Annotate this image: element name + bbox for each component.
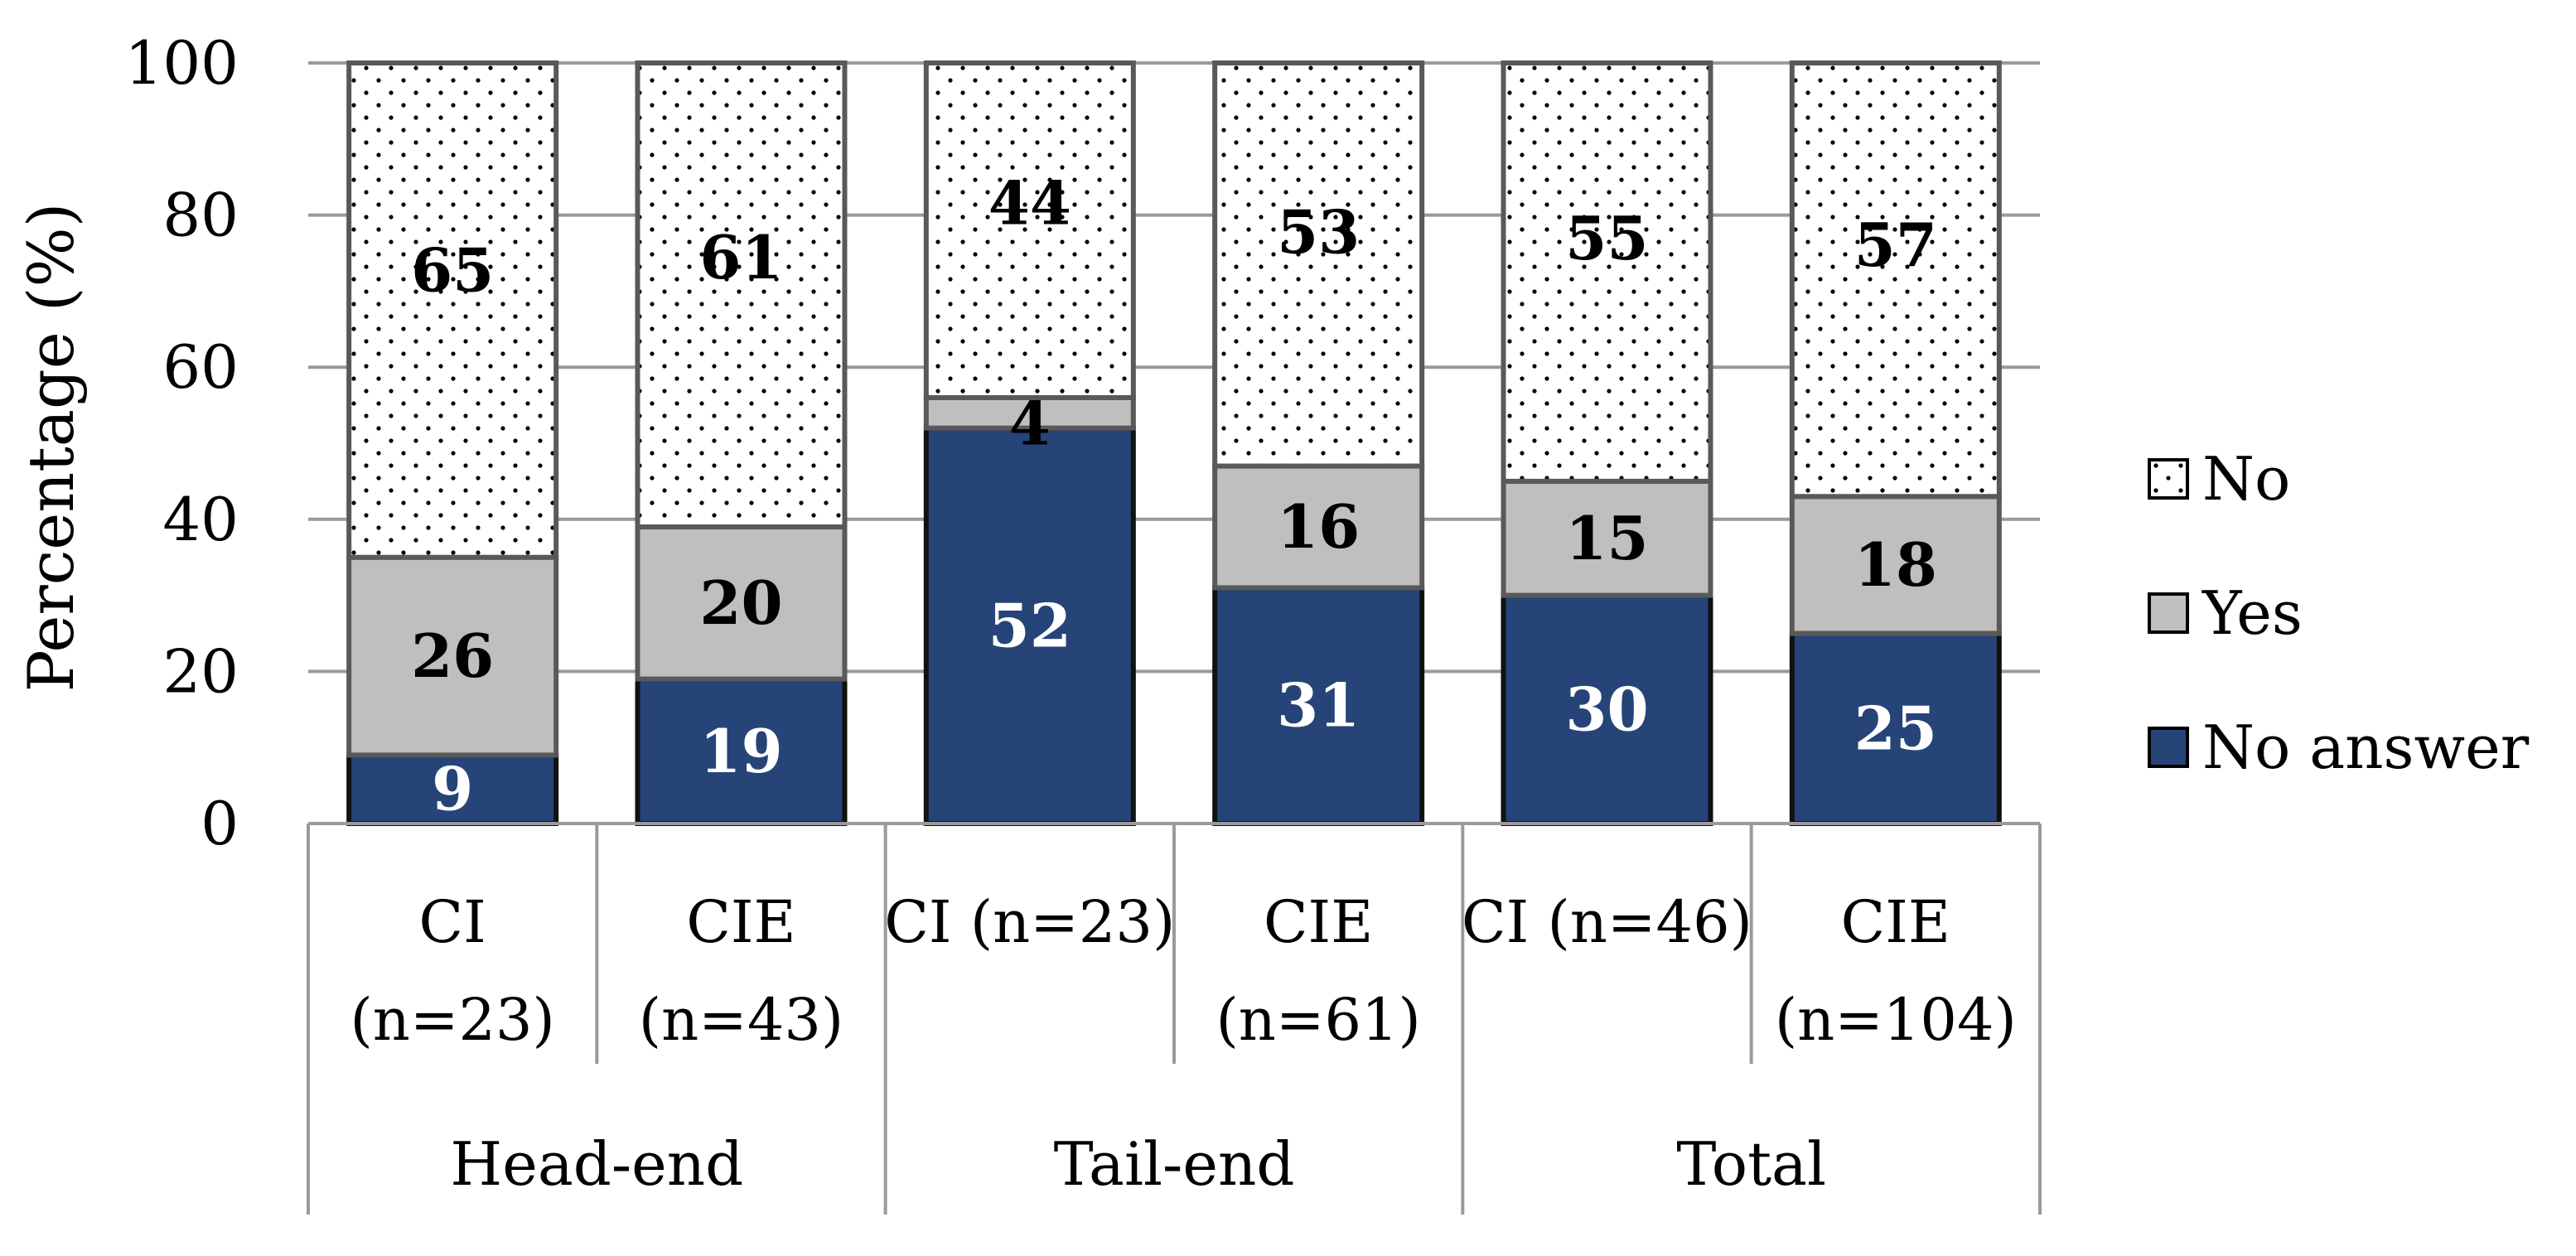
data-label: 57 — [1854, 210, 1937, 280]
bars — [346, 60, 2002, 827]
legend-swatch-no-answer — [2148, 727, 2189, 768]
group-label: Total — [1676, 1129, 1826, 1199]
data-label: 15 — [1565, 503, 1648, 573]
x-tick-label: (n=61) — [1216, 986, 1420, 1054]
x-tick-label: (n=43) — [639, 986, 843, 1054]
data-label: 16 — [1277, 491, 1360, 562]
x-tick-label: (n=23) — [350, 986, 554, 1054]
y-tick-label: 100 — [125, 28, 239, 98]
y-tick-label: 80 — [162, 181, 239, 250]
bar-yes — [1789, 494, 2002, 636]
data-label: 52 — [988, 590, 1071, 660]
legend-swatch-no — [2148, 458, 2189, 500]
bar-no-answer — [1789, 630, 2002, 826]
group-label: Head-end — [450, 1129, 743, 1199]
data-label: 26 — [411, 621, 494, 691]
y-tick-label: 20 — [162, 636, 239, 706]
data-label: 31 — [1277, 670, 1360, 741]
bar-no — [923, 60, 1136, 400]
data-label: 4 — [1009, 388, 1051, 458]
bar-no — [635, 60, 848, 529]
x-tick-label: CI (n=46) — [1462, 888, 1752, 956]
bar-yes — [1501, 478, 1713, 598]
y-axis: 0 20 40 60 80 100 — [125, 28, 239, 858]
bar-no — [1789, 60, 2002, 500]
data-label: 30 — [1565, 674, 1648, 744]
legend-label: No — [2202, 444, 2290, 514]
data-label: 19 — [699, 716, 782, 786]
data-label: 25 — [1854, 693, 1937, 763]
data-label: 65 — [411, 235, 494, 306]
data-label: 44 — [988, 168, 1071, 239]
bar-no — [1212, 60, 1425, 469]
group-label: Tail-end — [1054, 1129, 1295, 1199]
data-label: 61 — [699, 222, 782, 292]
data-label: 18 — [1854, 529, 1937, 600]
bar-no — [1501, 60, 1713, 484]
legend-label: Yes — [2201, 578, 2303, 648]
bar-yes — [1212, 463, 1425, 591]
bar-no-answer — [1212, 585, 1425, 826]
y-tick-label: 0 — [201, 789, 239, 858]
bar-no-answer — [346, 752, 559, 827]
y-tick-label: 60 — [162, 332, 239, 402]
x-tick-label: CIE — [1841, 888, 1950, 956]
x-axis: CI (n=23) CIE (n=43) CI (n=23) CIE (n=61) CI (n… — [307, 822, 2042, 1215]
x-tick-label: CI (n=23) — [884, 888, 1175, 956]
x-tick-label: CIE — [1264, 888, 1373, 956]
legend: No Yes No answer — [2148, 444, 2530, 782]
bar-no — [346, 60, 559, 560]
data-label: 20 — [699, 568, 782, 638]
legend-label: No answer — [2202, 713, 2530, 782]
data-label: 55 — [1565, 203, 1648, 273]
x-tick-label: CI — [419, 888, 486, 956]
grid-lines — [308, 61, 2040, 674]
legend-swatch-yes — [2148, 592, 2189, 634]
y-axis-title: Percentage (%) — [14, 203, 88, 693]
data-label: 9 — [432, 754, 473, 824]
bar-yes — [346, 554, 559, 758]
data-label: 53 — [1277, 196, 1360, 267]
x-tick-label: (n=104) — [1775, 986, 2017, 1054]
x-tick-label: CIE — [686, 888, 795, 956]
y-tick-label: 40 — [162, 485, 239, 554]
